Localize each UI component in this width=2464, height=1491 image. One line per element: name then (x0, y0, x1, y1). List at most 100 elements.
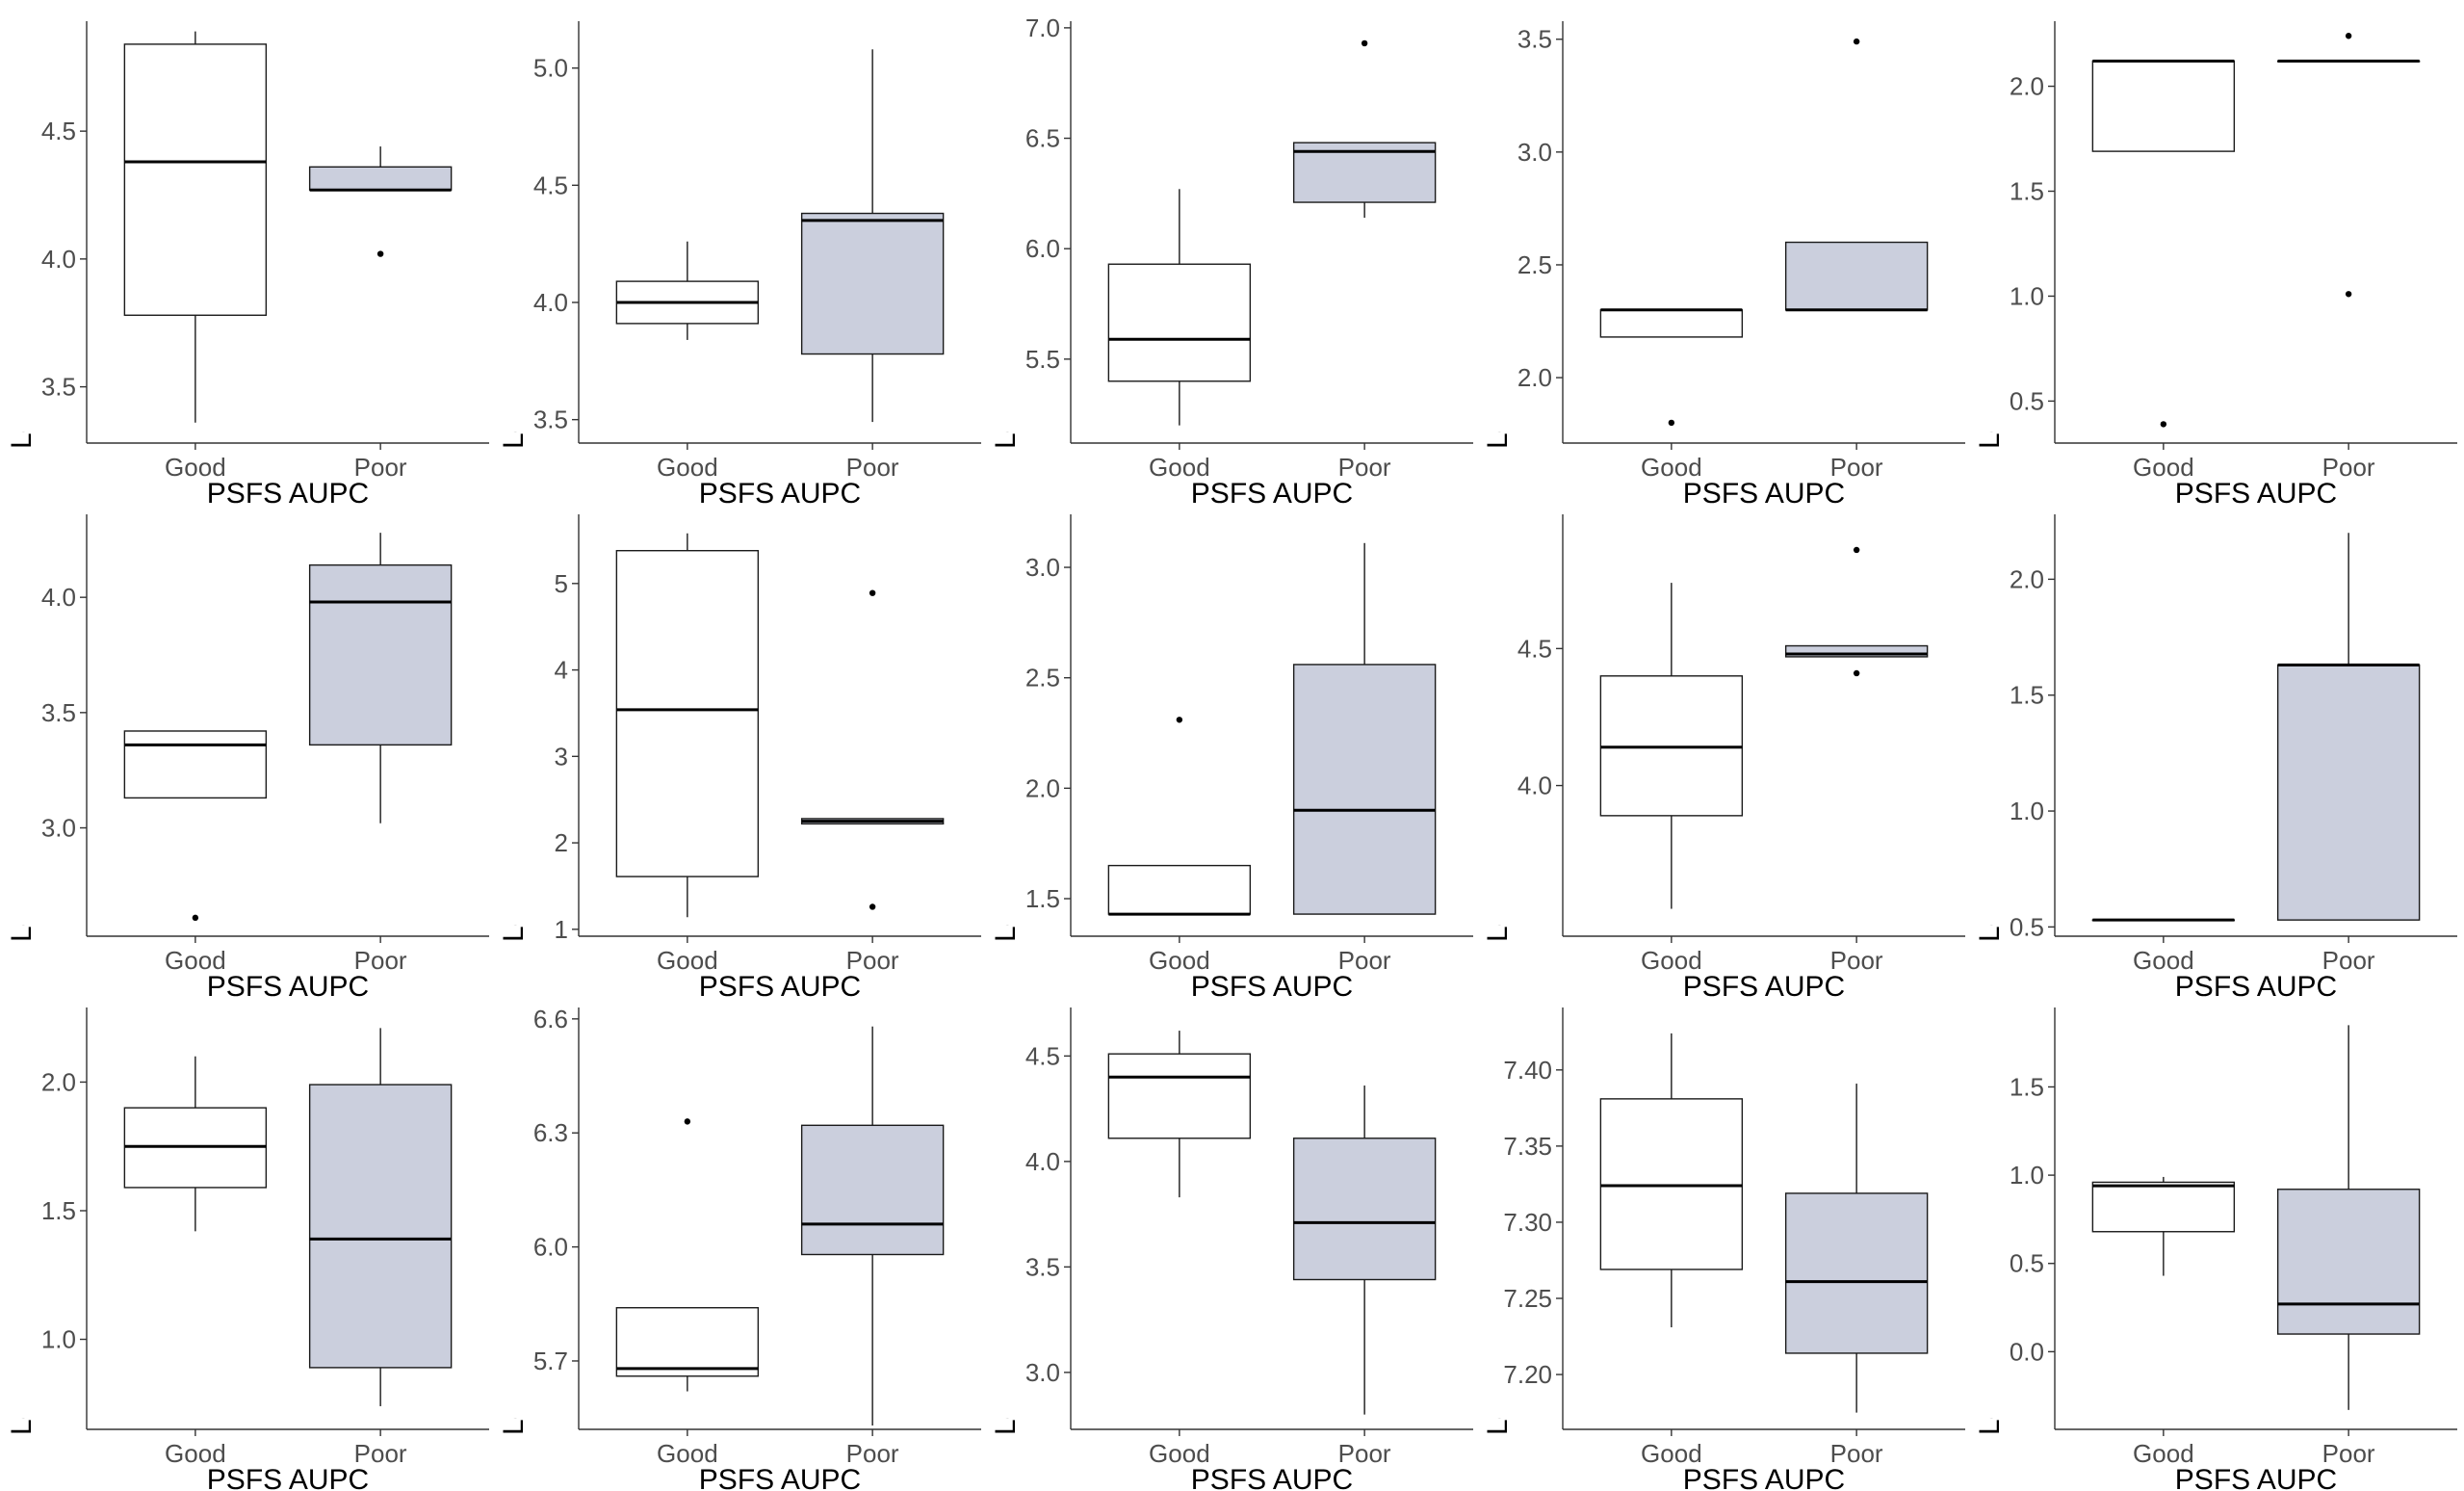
outlier-point (2160, 421, 2167, 428)
x-axis-title: PSFS AUPC (207, 478, 369, 510)
x-axis-title: PSFS AUPC (2175, 478, 2337, 510)
outlier-point (1853, 669, 1860, 677)
box-good (1107, 1031, 1252, 1198)
outlier-point (1176, 717, 1183, 723)
y-tick-label: 1.5 (2010, 1072, 2044, 1101)
box-good (1107, 189, 1252, 426)
box-iqr (1599, 309, 1744, 338)
y-tick-label: 3.0 (1517, 138, 1552, 167)
y-tick-label: 4.0 (533, 288, 568, 317)
y-tick-label: 3.5 (1517, 25, 1552, 54)
x-tick-label-poor: Poor (354, 1439, 407, 1468)
x-axis-title: PSFS AUPC (2175, 971, 2337, 1003)
x-tick-label-good: Good (657, 946, 718, 975)
outlier-point (1668, 419, 1675, 427)
box-iqr (2091, 60, 2236, 152)
box-good (615, 533, 760, 918)
y-tick-label: 1.5 (1025, 884, 1060, 913)
outlier-point (869, 589, 876, 596)
box-good (1599, 308, 1744, 427)
y-tick-label: 6.0 (1025, 234, 1060, 263)
box-good (1599, 583, 1744, 909)
box-good (2091, 918, 2236, 922)
x-tick-label-good: Good (657, 453, 718, 482)
x-axis-title: PSFS AUPC (699, 971, 861, 1003)
box-poor (1784, 1084, 1929, 1413)
x-tick-label-poor: Poor (2322, 453, 2375, 482)
x-axis-title: PSFS AUPC (1191, 971, 1353, 1003)
x-tick-label-poor: Poor (1830, 1439, 1883, 1468)
box-iqr (2276, 664, 2421, 921)
x-axis-title: PSFS AUPC (699, 1464, 861, 1491)
y-tick-label: 3.0 (41, 814, 76, 843)
box-poor (800, 1026, 945, 1426)
outlier-point (1853, 38, 1860, 45)
y-tick-label: 4.5 (533, 170, 568, 199)
y-tick-label: 2.0 (2010, 564, 2044, 593)
y-tick-label: 4.5 (1025, 1041, 1060, 1070)
x-tick-label-good: Good (165, 453, 226, 482)
y-tick-label: 0.5 (2010, 386, 2044, 415)
box-poor (308, 533, 453, 824)
x-axis-title: PSFS AUPC (1683, 971, 1845, 1003)
x-tick-label-poor: Poor (846, 1439, 899, 1468)
y-tick-label: 1.5 (2010, 177, 2044, 206)
y-axis-title: Log of Pre-Antivenom EGF (2X) (6, 39, 38, 449)
box-iqr (308, 166, 453, 191)
y-axis-title: Log of Pre-Antivenom IL13 (2X) (1974, 536, 2006, 942)
box-iqr (1107, 864, 1252, 915)
x-tick-label-poor: Poor (2322, 946, 2375, 975)
x-tick-label-good: Good (2133, 453, 2194, 482)
y-tick-label: 3.0 (1025, 553, 1060, 582)
y-axis-title: Log of Pre-Antivenom CXCL10 (2X) (6, 976, 38, 1435)
x-axis-title: PSFS AUPC (207, 971, 369, 1003)
y-tick-label: 4.0 (1517, 772, 1552, 800)
outlier-point (192, 914, 199, 922)
box-iqr (308, 563, 453, 746)
box-good (123, 31, 268, 423)
box-good (2091, 59, 2236, 428)
box-iqr (1784, 1192, 1929, 1354)
x-axis-title: PSFS AUPC (699, 478, 861, 510)
x-tick-label-poor: Poor (2322, 1439, 2375, 1468)
y-tick-label: 2.0 (41, 1067, 76, 1096)
box-good (615, 1118, 760, 1392)
x-tick-label-poor: Poor (1338, 946, 1391, 975)
y-tick-label: 7.20 (1503, 1360, 1552, 1389)
y-axis-title: Log of Pre-Antivenom IL01a (2X) (1974, 26, 2006, 449)
y-tick-label: 4.0 (41, 245, 76, 274)
box-iqr (615, 549, 760, 877)
y-tick-label: 0.5 (2010, 912, 2044, 941)
x-tick-label-good: Good (2133, 946, 2194, 975)
box-iqr (800, 212, 945, 355)
y-tick-label: 4.0 (41, 583, 76, 612)
x-axis-title: PSFS AUPC (207, 1464, 369, 1491)
y-axis-title: Log of Pre-Antivenom IL12 (2X) (1482, 536, 1514, 942)
box-good (123, 730, 268, 922)
y-tick-label: 3.0 (1025, 1358, 1060, 1387)
x-tick-label-good: Good (657, 1439, 718, 1468)
y-tick-label: 7.35 (1503, 1132, 1552, 1161)
y-axis-title: Log of Pre-Antivenom IL01Ra (2X) (6, 499, 38, 942)
y-tick-label: 2.0 (1517, 363, 1552, 392)
box-iqr (1784, 241, 1929, 311)
box-iqr (1784, 644, 1929, 658)
y-tick-label: 2.5 (1517, 250, 1552, 279)
box-iqr (1107, 263, 1252, 382)
y-axis-title: Log of Pre-Antivenom CCL4 (2X) (990, 1011, 1022, 1435)
y-tick-label: 0.5 (2010, 1249, 2044, 1278)
outlier-point (376, 250, 384, 257)
box-poor (800, 589, 945, 910)
y-tick-label: 1.5 (41, 1196, 76, 1225)
box-iqr (2276, 1189, 2421, 1335)
x-tick-label-poor: Poor (1830, 946, 1883, 975)
y-axis-title: Log of Pre-Antivenom VEGF (2X) (1974, 1007, 2006, 1435)
